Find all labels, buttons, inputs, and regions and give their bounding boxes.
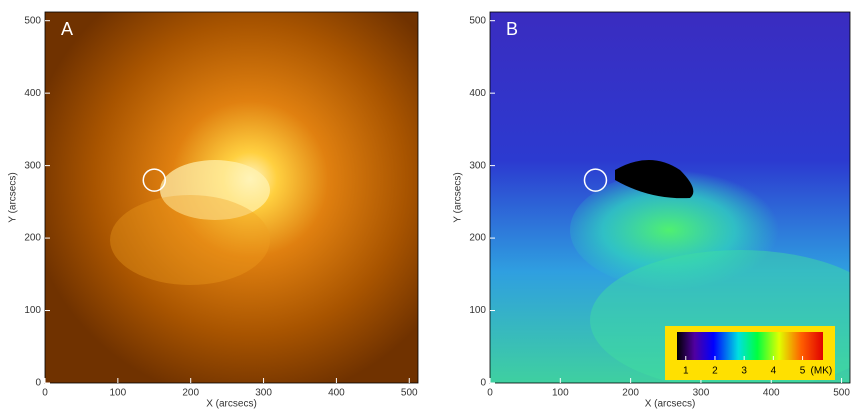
y-tick-label: 500 <box>24 15 41 26</box>
panel-a-image <box>45 12 418 383</box>
y-tick-label: 0 <box>480 378 486 389</box>
colorbar-tick-label: 4 <box>771 366 777 377</box>
y-axis-label: Y (arcsecs) <box>453 172 464 222</box>
x-tick-label: 100 <box>110 388 127 399</box>
x-axis-label: X (arcsecs) <box>206 399 257 409</box>
panel-label: A <box>61 19 73 39</box>
y-tick-label: 200 <box>24 233 41 244</box>
x-tick-label: 200 <box>182 388 199 399</box>
y-tick-label: 100 <box>469 305 486 316</box>
y-tick-label: 400 <box>469 88 486 99</box>
colorbar-tick-label: 5 <box>800 366 806 377</box>
y-axis-label: Y (arcsecs) <box>8 172 19 222</box>
colorbar <box>677 332 823 360</box>
x-tick-label: 500 <box>401 388 418 399</box>
y-tick-label: 0 <box>35 378 41 389</box>
x-tick-label: 200 <box>622 388 639 399</box>
y-tick-label: 300 <box>24 160 41 171</box>
colorbar-tick-label: 2 <box>712 366 718 377</box>
x-tick-label: 300 <box>255 388 272 399</box>
colorbar-tick-label: 1 <box>683 366 689 377</box>
x-axis-label: X (arcsecs) <box>645 399 696 409</box>
x-tick-label: 100 <box>552 388 569 399</box>
y-tick-label: 100 <box>24 305 41 316</box>
y-tick-label: 400 <box>24 88 41 99</box>
x-tick-label: 500 <box>833 388 850 399</box>
x-tick-label: 300 <box>693 388 710 399</box>
x-tick-label: 0 <box>487 388 493 399</box>
panel-label: B <box>506 19 518 39</box>
colorbar-unit: (MK) <box>811 366 833 377</box>
y-tick-label: 200 <box>469 233 486 244</box>
figure: 01002003004005000100200300400500X (arcse… <box>0 0 853 409</box>
x-tick-label: 400 <box>763 388 780 399</box>
y-tick-label: 500 <box>469 15 486 26</box>
x-tick-label: 400 <box>328 388 345 399</box>
x-tick-label: 0 <box>42 388 48 399</box>
colorbar-tick-label: 3 <box>741 366 747 377</box>
y-tick-label: 300 <box>469 160 486 171</box>
